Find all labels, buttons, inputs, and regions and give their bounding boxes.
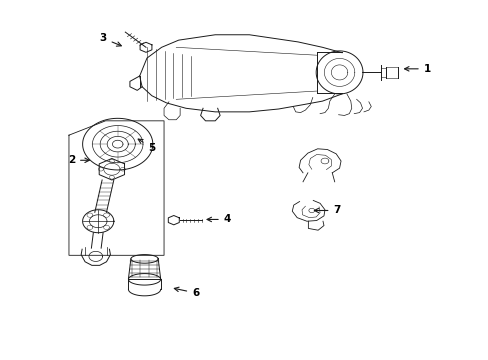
Text: 3: 3 <box>99 33 121 46</box>
Text: 1: 1 <box>404 64 430 74</box>
Text: 5: 5 <box>138 139 155 153</box>
Text: 6: 6 <box>174 287 199 298</box>
Text: 7: 7 <box>314 206 340 216</box>
Text: 4: 4 <box>206 215 231 224</box>
Text: 2: 2 <box>68 155 89 165</box>
